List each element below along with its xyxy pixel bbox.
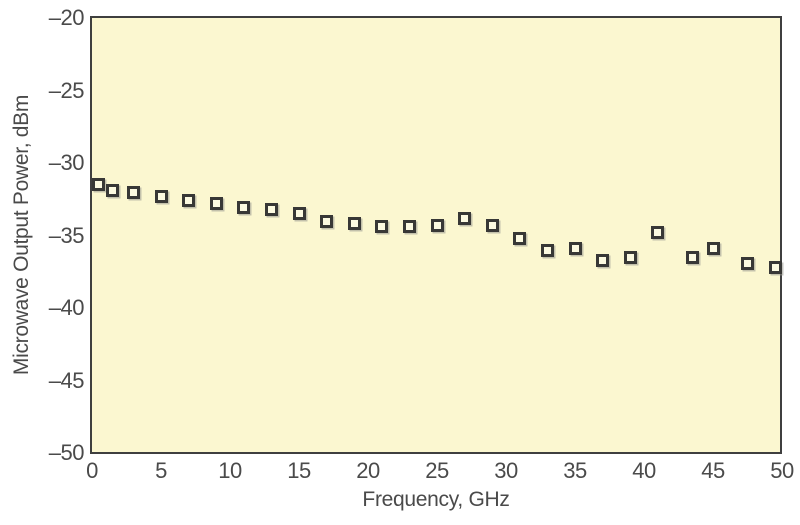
data-point-marker bbox=[741, 256, 754, 270]
data-point-marker bbox=[513, 231, 527, 245]
y-tick-label: –40 bbox=[48, 295, 85, 320]
y-tick-label: –30 bbox=[48, 150, 85, 175]
x-axis-title: Frequency, GHz bbox=[362, 488, 510, 511]
data-point-marker bbox=[375, 220, 389, 234]
y-tick-label: –25 bbox=[48, 77, 85, 103]
data-point-marker bbox=[458, 211, 472, 225]
data-point-marker bbox=[182, 194, 196, 208]
data-point-marker bbox=[347, 217, 361, 231]
data-point-marker bbox=[264, 202, 278, 216]
data-point-marker bbox=[623, 250, 637, 264]
data-point-marker bbox=[237, 201, 251, 215]
x-tick-label: 15 bbox=[287, 458, 311, 483]
data-point-marker bbox=[402, 220, 416, 234]
data-point-marker bbox=[430, 218, 444, 232]
y-tick-label: –50 bbox=[48, 440, 85, 465]
data-point-marker bbox=[706, 242, 720, 256]
data-point-marker bbox=[209, 197, 223, 211]
data-point-marker bbox=[651, 226, 665, 240]
y-tick-label: –20 bbox=[48, 5, 85, 30]
x-tick-label: 20 bbox=[356, 458, 380, 483]
x-tick-label: 40 bbox=[632, 458, 656, 483]
data-point-marker bbox=[768, 260, 782, 274]
data-point-marker bbox=[292, 207, 306, 221]
data-point-marker bbox=[540, 243, 554, 257]
data-point-marker bbox=[320, 214, 334, 228]
data-point-marker bbox=[106, 184, 120, 198]
x-tick-label: 50 bbox=[770, 458, 794, 483]
data-point-marker bbox=[685, 250, 699, 264]
x-tick-label: 45 bbox=[701, 458, 725, 483]
y-tick-label: –45 bbox=[48, 367, 85, 393]
x-tick-label: 10 bbox=[218, 458, 242, 483]
x-tick-label: 5 bbox=[155, 458, 167, 483]
data-point-marker bbox=[126, 185, 140, 199]
data-point-marker bbox=[596, 253, 610, 267]
x-tick-label: 35 bbox=[563, 458, 587, 483]
data-point-marker bbox=[154, 189, 168, 203]
data-point-marker bbox=[568, 242, 582, 256]
x-tick-label: 25 bbox=[425, 458, 449, 483]
plot-area bbox=[90, 16, 782, 454]
data-point-marker bbox=[92, 178, 106, 192]
y-axis-title: Microwave Output Power, dBm bbox=[10, 94, 33, 376]
data-point-marker bbox=[485, 218, 499, 232]
y-tick-label: –35 bbox=[48, 222, 85, 248]
x-tick-label: 0 bbox=[86, 458, 98, 483]
x-tick-label: 30 bbox=[494, 458, 518, 483]
